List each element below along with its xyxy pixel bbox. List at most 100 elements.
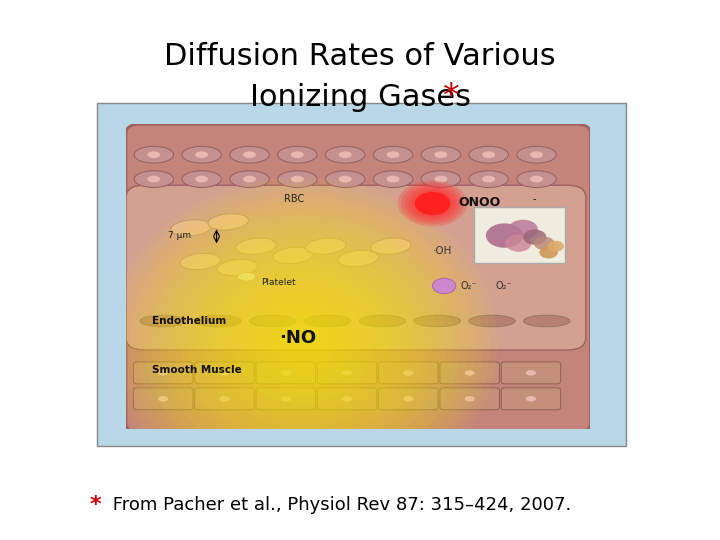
Ellipse shape — [373, 171, 413, 187]
Ellipse shape — [114, 184, 490, 504]
FancyBboxPatch shape — [318, 388, 377, 410]
Circle shape — [539, 246, 558, 259]
FancyBboxPatch shape — [133, 362, 193, 384]
Ellipse shape — [482, 176, 495, 183]
Circle shape — [523, 230, 546, 245]
Ellipse shape — [325, 146, 365, 163]
Ellipse shape — [278, 146, 317, 163]
Ellipse shape — [526, 370, 536, 376]
Ellipse shape — [284, 328, 321, 360]
Ellipse shape — [196, 253, 409, 435]
FancyBboxPatch shape — [474, 207, 565, 263]
Ellipse shape — [338, 151, 351, 158]
Circle shape — [397, 181, 467, 226]
FancyBboxPatch shape — [126, 185, 586, 350]
Ellipse shape — [151, 215, 454, 473]
Ellipse shape — [387, 176, 400, 183]
Ellipse shape — [421, 146, 461, 163]
Ellipse shape — [137, 202, 468, 485]
Ellipse shape — [243, 151, 256, 158]
Ellipse shape — [338, 251, 379, 267]
Ellipse shape — [517, 146, 557, 163]
Ellipse shape — [530, 151, 543, 158]
Ellipse shape — [387, 151, 400, 158]
Circle shape — [547, 241, 564, 252]
Ellipse shape — [325, 171, 365, 187]
Ellipse shape — [281, 370, 291, 376]
FancyBboxPatch shape — [256, 362, 315, 384]
Circle shape — [508, 220, 538, 239]
FancyBboxPatch shape — [194, 388, 254, 410]
Ellipse shape — [262, 309, 343, 379]
Ellipse shape — [247, 296, 358, 391]
Text: -: - — [532, 194, 536, 204]
Ellipse shape — [203, 259, 402, 429]
Circle shape — [401, 183, 464, 224]
Circle shape — [409, 188, 456, 219]
Ellipse shape — [243, 176, 256, 183]
Ellipse shape — [523, 315, 570, 327]
Ellipse shape — [174, 234, 431, 454]
Ellipse shape — [148, 176, 161, 183]
Ellipse shape — [305, 238, 346, 254]
FancyBboxPatch shape — [126, 124, 590, 433]
Text: 7 µm: 7 µm — [168, 231, 191, 240]
Ellipse shape — [338, 176, 351, 183]
Text: From Pacher et al., Physiol Rev 87: 315–424, 2007.: From Pacher et al., Physiol Rev 87: 315–… — [107, 496, 571, 514]
FancyBboxPatch shape — [256, 388, 315, 410]
Ellipse shape — [195, 176, 208, 183]
Ellipse shape — [359, 315, 405, 327]
Ellipse shape — [180, 253, 220, 269]
Ellipse shape — [371, 238, 411, 254]
Ellipse shape — [517, 171, 557, 187]
Ellipse shape — [189, 246, 417, 441]
Text: ·NO: ·NO — [279, 329, 316, 347]
Ellipse shape — [238, 273, 256, 281]
Circle shape — [433, 278, 456, 294]
Ellipse shape — [403, 370, 413, 376]
Circle shape — [415, 192, 450, 215]
Ellipse shape — [194, 315, 241, 327]
FancyBboxPatch shape — [440, 388, 500, 410]
Text: Ionizing Gases: Ionizing Gases — [250, 83, 470, 112]
FancyBboxPatch shape — [440, 362, 500, 384]
Ellipse shape — [159, 221, 446, 467]
Ellipse shape — [342, 396, 352, 402]
Ellipse shape — [342, 370, 352, 376]
Ellipse shape — [144, 208, 461, 479]
Circle shape — [416, 193, 449, 214]
Ellipse shape — [434, 176, 447, 183]
Text: Smooth Muscle: Smooth Muscle — [151, 365, 241, 375]
Ellipse shape — [217, 259, 258, 276]
FancyBboxPatch shape — [501, 388, 561, 410]
Text: O₂⁻: O₂⁻ — [495, 281, 512, 291]
Ellipse shape — [291, 176, 304, 183]
Ellipse shape — [182, 171, 222, 187]
Ellipse shape — [148, 151, 161, 158]
Ellipse shape — [225, 278, 380, 410]
Ellipse shape — [130, 196, 475, 491]
Ellipse shape — [182, 146, 222, 163]
Ellipse shape — [434, 151, 447, 158]
Ellipse shape — [220, 370, 230, 376]
Ellipse shape — [166, 227, 438, 460]
Ellipse shape — [269, 315, 336, 372]
Circle shape — [420, 195, 446, 212]
Ellipse shape — [240, 291, 365, 397]
Ellipse shape — [210, 265, 395, 422]
Ellipse shape — [278, 171, 317, 187]
Text: RBC: RBC — [284, 193, 304, 204]
Ellipse shape — [530, 176, 543, 183]
Ellipse shape — [158, 370, 168, 376]
Ellipse shape — [464, 396, 474, 402]
Ellipse shape — [107, 177, 498, 510]
Circle shape — [423, 198, 442, 210]
Ellipse shape — [230, 171, 269, 187]
Text: *: * — [90, 495, 102, 515]
Text: Platelet: Platelet — [261, 278, 295, 287]
Ellipse shape — [469, 315, 516, 327]
Ellipse shape — [464, 370, 474, 376]
Circle shape — [405, 185, 460, 221]
FancyBboxPatch shape — [318, 362, 377, 384]
Ellipse shape — [291, 151, 304, 158]
